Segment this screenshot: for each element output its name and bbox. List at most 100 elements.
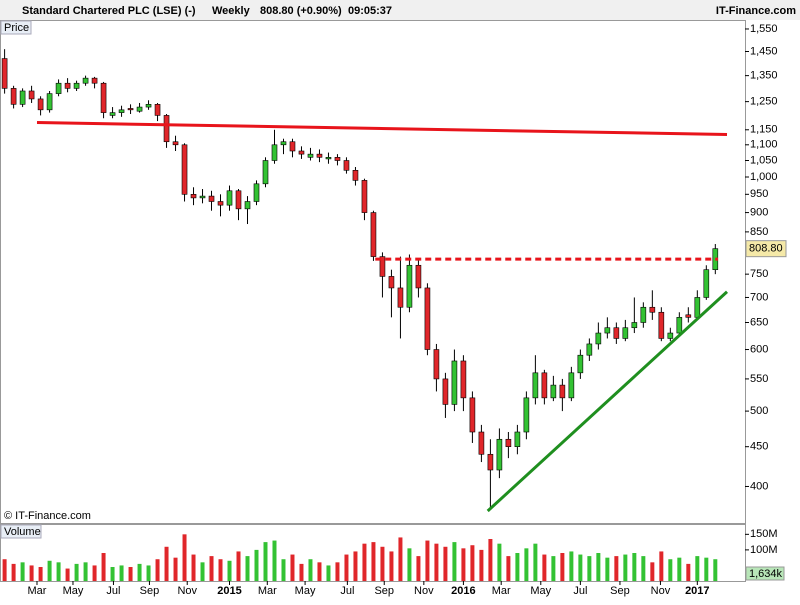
volume-bar: [29, 565, 34, 581]
candle-body: [442, 378, 449, 405]
last-price: 808.80 (+0.90%): [260, 5, 342, 17]
volume-bar: [614, 556, 619, 581]
x-tick-label: May: [63, 585, 84, 597]
volume-bar: [236, 551, 241, 581]
volume-tick-label: 100M: [750, 544, 778, 556]
volume-bar: [83, 562, 88, 581]
candle-body: [181, 144, 188, 195]
candle-body: [433, 349, 440, 380]
volume-bar: [713, 559, 718, 581]
volume-bar: [110, 567, 115, 581]
volume-bar: [461, 548, 466, 581]
volume-bar: [209, 556, 214, 581]
y-tick-label: 1,100: [750, 139, 778, 151]
candle-body: [595, 332, 602, 345]
x-tick-label: Mar: [28, 585, 47, 597]
volume-bar: [227, 560, 232, 581]
volume-bar: [182, 534, 187, 581]
volume-bar: [344, 554, 349, 581]
x-tick-label: May: [530, 585, 551, 597]
candle-body: [424, 287, 431, 350]
candle-body: [631, 322, 638, 329]
y-tick-label: 650: [750, 316, 768, 328]
site: IT-Finance.com: [716, 5, 796, 17]
copyright: © IT-Finance.com: [4, 510, 91, 522]
candle-body: [370, 212, 377, 257]
volume-bar: [695, 556, 700, 581]
volume-bar: [704, 557, 709, 581]
volume-tag-label: 1,634k: [749, 568, 783, 580]
y-tick-label: 1,350: [750, 70, 778, 82]
candle-body: [64, 82, 71, 89]
volume-bar: [686, 563, 691, 581]
candle-body: [235, 190, 242, 210]
candle-body: [478, 431, 485, 455]
x-tick-label: 2016: [451, 585, 475, 597]
candle-body: [91, 77, 98, 84]
volume-bar: [542, 554, 547, 581]
volume-bar: [425, 540, 430, 581]
volume-bar: [479, 549, 484, 581]
panel-label: Price: [4, 22, 29, 34]
candle-body: [406, 264, 413, 308]
volume-bar: [587, 556, 592, 581]
volume-bar: [524, 548, 529, 581]
candle-body: [559, 384, 566, 399]
candle-body: [316, 153, 323, 158]
candle-body: [514, 431, 521, 447]
volume-tag: [745, 566, 785, 581]
volume-bar: [551, 556, 556, 581]
x-tick-label: Mar: [258, 585, 277, 597]
volume-bar: [281, 559, 286, 581]
candle-body: [649, 306, 656, 313]
candle-body: [361, 180, 368, 213]
candle-body: [163, 115, 170, 143]
volume-bar: [101, 553, 106, 581]
y-tick-label: 450: [750, 441, 768, 453]
volume-bar: [65, 568, 70, 581]
y-tick-label: 400: [750, 480, 768, 492]
candle-body: [622, 327, 629, 339]
volume-bar: [659, 551, 664, 581]
candle-body: [604, 327, 611, 334]
candle-body: [568, 372, 575, 399]
candle-body: [10, 88, 17, 105]
candle-body: [136, 106, 143, 112]
volume-bar: [218, 559, 223, 581]
candle-body: [262, 160, 269, 185]
volume-bar: [515, 553, 520, 581]
candle-body: [352, 170, 359, 181]
x-tick-label: Nov: [651, 585, 671, 597]
candle-body: [334, 157, 341, 161]
candle-body: [82, 77, 89, 84]
candle-body: [388, 276, 395, 289]
volume-bar: [389, 551, 394, 581]
candle-body: [469, 397, 476, 433]
candle-body: [172, 141, 179, 146]
candle-body: [127, 108, 134, 111]
candle-body: [505, 438, 512, 447]
candle-body: [325, 157, 332, 160]
candle-body: [640, 306, 647, 323]
candle-body: [532, 372, 539, 399]
volume-bar: [47, 560, 52, 581]
candle-body: [415, 264, 422, 289]
candle-body: [541, 372, 548, 399]
volume-bar: [119, 565, 124, 581]
x-tick-label: May: [295, 585, 316, 597]
y-tick-label: 600: [750, 343, 768, 355]
price-tag: [745, 240, 787, 258]
volume-bar: [488, 539, 493, 581]
candle-body: [253, 183, 260, 202]
y-tick-label: 1,000: [750, 171, 778, 183]
volume-bar: [641, 556, 646, 581]
candle-body: [703, 269, 710, 298]
panel-label-box: [0, 20, 32, 35]
volume-bar: [299, 563, 304, 581]
candle-body: [307, 153, 314, 158]
volume-bar: [92, 565, 97, 581]
candle-body: [46, 93, 53, 111]
volume-bar: [128, 567, 133, 581]
candle-body: [586, 343, 593, 356]
candle-body: [298, 150, 305, 155]
